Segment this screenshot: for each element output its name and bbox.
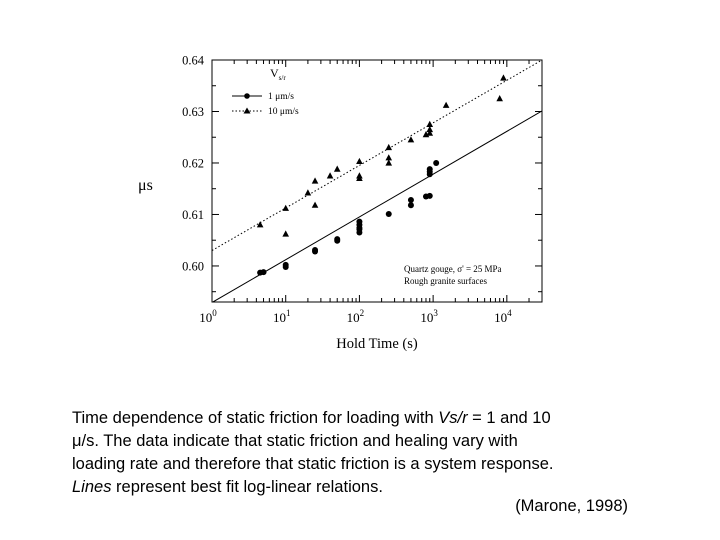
x-ticks: 100 101 102 103 104 xyxy=(199,60,543,325)
x-tick-label: 104 xyxy=(494,308,512,325)
data-point-triangle xyxy=(256,221,264,228)
data-point-triangle xyxy=(426,125,434,133)
figure-caption: Time dependence of static friction for l… xyxy=(72,407,632,499)
legend-marker-triangle xyxy=(243,107,251,114)
data-point-triangle xyxy=(326,172,334,179)
data-point-triangle xyxy=(282,230,290,237)
data-point-triangle xyxy=(385,143,393,151)
legend-marker-circle xyxy=(244,93,250,99)
data-point-triangle xyxy=(311,177,319,184)
data-point-triangle xyxy=(282,204,290,211)
legend-entry-2: 10 μm/s xyxy=(268,107,299,117)
data-point-triangle xyxy=(333,165,341,172)
data-point-triangle xyxy=(496,95,503,102)
caption-line: Time dependence of static friction for l… xyxy=(72,409,551,427)
x-tick-label: 103 xyxy=(420,308,438,325)
data-point-triangle xyxy=(311,201,319,208)
data-point-triangle xyxy=(442,101,450,108)
plot-frame xyxy=(211,59,543,303)
caption-line: μ/s. The data indicate that static frict… xyxy=(72,432,518,450)
data-point-triangle xyxy=(304,189,312,196)
data-point-triangle xyxy=(426,129,434,136)
legend-entry-1: 1 μm/s xyxy=(268,92,294,102)
legend: Vs/r 1 μm/s 10 μm/s xyxy=(232,66,299,117)
data-point-triangle xyxy=(356,157,363,165)
fit-line-2 xyxy=(212,60,542,251)
data-point-triangle xyxy=(426,120,434,127)
caption-line: Lines represent best fit log-linear rela… xyxy=(72,478,383,496)
y-ticks: 0.60 0.61 0.62 0.63 0.64 xyxy=(182,54,542,293)
y-axis-label: μs xyxy=(138,177,153,194)
data-point-circle xyxy=(433,159,440,166)
data-point-circle xyxy=(426,166,433,173)
data-point-triangle xyxy=(385,154,393,161)
data-point-triangle xyxy=(385,159,393,166)
data-point-triangle xyxy=(356,172,363,179)
data-points xyxy=(256,74,507,276)
y-tick-label: 0.61 xyxy=(182,208,204,222)
y-tick-label: 0.64 xyxy=(182,54,205,68)
fit-lines xyxy=(212,60,542,302)
y-tick-label: 0.63 xyxy=(182,105,204,119)
data-point-circle xyxy=(426,192,433,199)
data-point-circle xyxy=(407,202,414,209)
x-tick-label: 100 xyxy=(199,308,217,325)
y-tick-label: 0.60 xyxy=(182,259,204,273)
x-tick-label: 102 xyxy=(347,308,365,325)
caption-line: loading rate and therefore that static f… xyxy=(72,455,554,473)
friction-scatter-chart: 100 101 102 103 104 0.60 0.61 0.62 0.63 0.64 Vs/… xyxy=(138,54,543,352)
data-point-circle xyxy=(334,236,341,243)
fit-line-1 xyxy=(212,110,542,302)
data-point-circle xyxy=(385,210,392,217)
x-axis-label: Hold Time (s) xyxy=(336,336,418,352)
data-point-circle xyxy=(282,261,289,268)
data-point-circle xyxy=(312,246,319,253)
annotation-line-2: Rough granite surfaces xyxy=(404,276,487,286)
data-point-circle xyxy=(407,197,414,204)
annotation-line-1: Quartz gouge, σ' = 25 MPa xyxy=(404,264,502,274)
data-point-circle xyxy=(260,269,267,276)
data-point-triangle xyxy=(407,136,415,143)
x-tick-label: 101 xyxy=(273,308,291,325)
data-point-circle xyxy=(356,218,363,225)
legend-title: Vs/r xyxy=(270,66,286,82)
citation: (Marone, 1998) xyxy=(515,497,628,515)
data-point-triangle xyxy=(500,74,507,81)
y-tick-label: 0.62 xyxy=(182,156,204,170)
